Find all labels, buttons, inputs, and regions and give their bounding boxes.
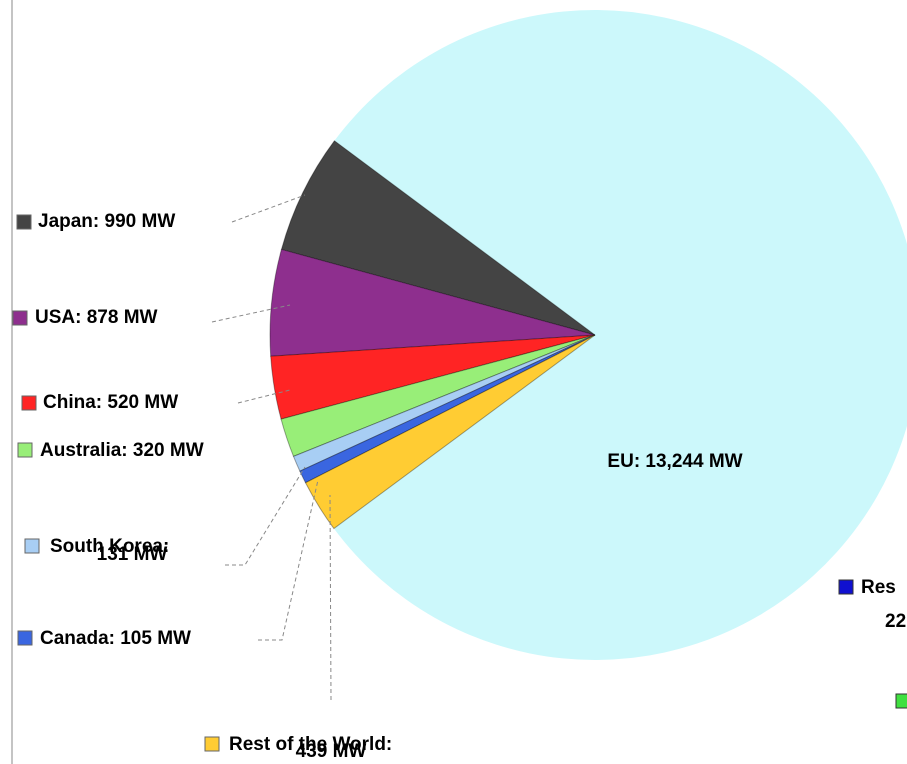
pie-slice — [299, 334, 596, 484]
cropped-label: Res — [861, 577, 896, 598]
slice-label: Japan: 990 MW — [38, 211, 175, 232]
leader-line — [237, 389, 291, 404]
pie-slice — [270, 334, 596, 420]
pie-slice — [333, 10, 907, 660]
pie-slice — [304, 334, 596, 530]
legend-marker — [16, 214, 32, 230]
legend-marker — [21, 395, 37, 411]
cropped-label: 22 — [885, 611, 906, 632]
slice-label: USA: 878 MW — [35, 307, 158, 328]
slice-label: South Korea: — [50, 536, 169, 557]
leader-line — [211, 304, 291, 323]
legend-marker — [12, 310, 28, 326]
legend-marker — [24, 538, 40, 554]
leader-line — [225, 466, 306, 566]
leader-line — [231, 194, 306, 223]
legend-marker — [838, 579, 854, 595]
slice-label: 131 MW — [97, 544, 168, 565]
slice-label: China: 520 MW — [43, 392, 178, 413]
pie-slice — [280, 140, 596, 336]
legend-marker — [17, 630, 33, 646]
legend-marker — [895, 693, 907, 709]
legend-marker — [17, 442, 33, 458]
slice-label: Rest of the World: — [229, 734, 392, 755]
pie-slice — [269, 248, 596, 357]
slice-label: Canada: 105 MW — [40, 628, 191, 649]
slice-label: Australia: 320 MW — [40, 440, 204, 461]
pie-slice — [292, 334, 596, 472]
pie-slice — [280, 334, 596, 458]
leader-line — [329, 494, 332, 701]
slice-label: 439 MW — [296, 741, 367, 762]
legend-marker — [204, 736, 220, 752]
slice-label: EU: 13,244 MW — [607, 451, 742, 472]
leader-line — [258, 479, 319, 641]
